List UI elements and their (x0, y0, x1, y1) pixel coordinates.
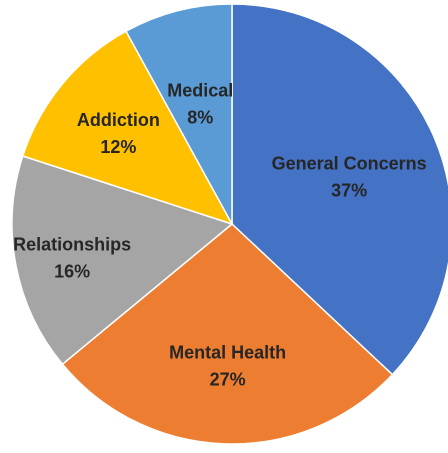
slice-percent: 16% (54, 262, 90, 282)
label-medical: Medical 8% (167, 80, 233, 127)
label-addiction: Addiction 12% (77, 110, 160, 157)
slice-name: Addiction (77, 110, 160, 130)
slice-medical (124, 3, 233, 225)
slice-addiction (21, 30, 234, 226)
label-mental-health: Mental Health 27% (169, 343, 286, 390)
slice-relationships (11, 155, 234, 366)
slice-percent: 8% (187, 107, 213, 127)
slice-percent: 12% (100, 137, 136, 157)
slice-name: General Concerns (272, 153, 427, 173)
slice-mental-health (61, 223, 394, 445)
slice-general-concerns (231, 3, 448, 376)
label-relationships: Relationships 16% (13, 235, 131, 282)
pie-labels: General Concerns 37% Mental Health 27% Relat… (13, 80, 427, 389)
slice-name: Mental Health (169, 343, 286, 363)
slice-percent: 37% (331, 180, 367, 200)
slice-name: Relationships (13, 235, 131, 255)
slice-name: Medical (167, 80, 233, 100)
label-general-concerns: General Concerns 37% (272, 153, 427, 200)
slice-percent: 27% (210, 370, 246, 390)
pie-slices (11, 3, 448, 445)
